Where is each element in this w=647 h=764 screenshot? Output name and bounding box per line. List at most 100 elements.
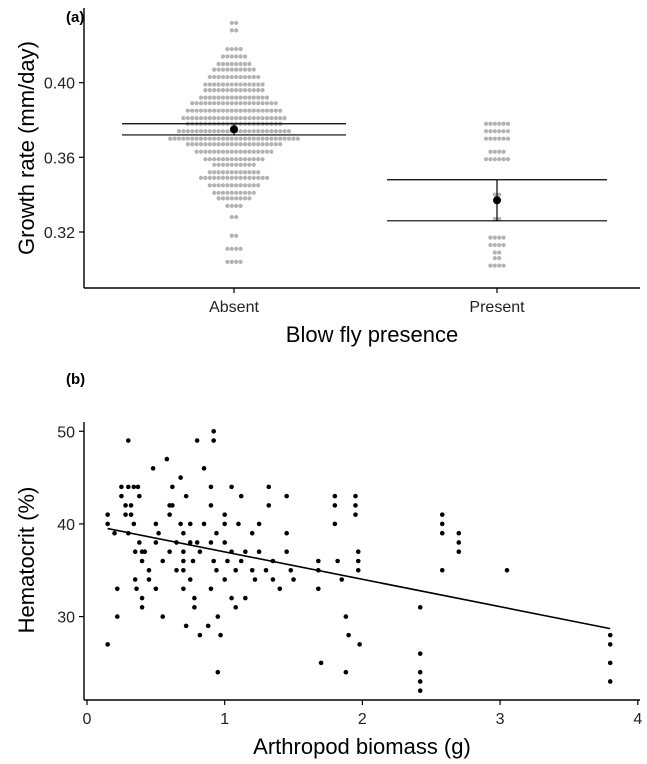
data-point <box>439 512 445 517</box>
data-point <box>225 129 230 134</box>
data-point <box>318 660 324 666</box>
data-point <box>497 136 502 141</box>
data-point <box>497 149 502 154</box>
y-tick-label: 50 <box>57 424 75 441</box>
data-point <box>229 595 234 601</box>
data-point <box>137 540 142 545</box>
data-point <box>216 190 221 195</box>
data-point <box>203 175 208 180</box>
data-point <box>497 263 502 268</box>
data-point <box>207 101 212 106</box>
data-point <box>194 108 199 113</box>
data-point <box>229 190 234 195</box>
data-point <box>238 67 243 72</box>
data-point <box>234 101 239 106</box>
data-point <box>256 88 261 93</box>
data-point <box>225 108 230 113</box>
data-point <box>278 129 283 134</box>
data-point <box>238 259 243 264</box>
data-point <box>207 157 212 162</box>
data-point <box>132 577 138 582</box>
data-point <box>264 149 270 154</box>
data-point <box>277 586 283 592</box>
data-point <box>212 95 217 100</box>
data-point <box>247 175 252 180</box>
data-point <box>504 567 510 573</box>
data-point <box>234 175 239 180</box>
data-point <box>238 246 243 251</box>
data-point <box>339 577 345 582</box>
panel-a-x-axis-title: Blow fly presence <box>286 322 458 347</box>
data-point <box>225 175 230 180</box>
panel-b-y-ticks: 30 40 50 <box>57 424 84 627</box>
data-point <box>238 46 243 52</box>
data-point <box>256 183 261 188</box>
data-point <box>181 558 186 564</box>
data-point <box>417 605 423 610</box>
data-point <box>220 136 226 141</box>
data-point <box>505 129 511 134</box>
data-point <box>214 567 219 573</box>
data-point <box>501 121 506 126</box>
data-point <box>417 688 423 694</box>
data-point <box>497 157 502 162</box>
data-point <box>234 116 239 121</box>
data-point <box>216 82 221 87</box>
data-point <box>251 149 256 154</box>
data-point <box>198 175 204 180</box>
data-point <box>251 88 256 93</box>
data-point <box>260 175 265 180</box>
data-point <box>357 642 362 647</box>
data-point <box>220 88 226 93</box>
data-point <box>332 493 338 499</box>
data-point <box>105 512 110 517</box>
data-point <box>501 136 506 141</box>
data-point <box>247 61 252 67</box>
data-point <box>269 116 274 121</box>
data-point <box>225 101 230 106</box>
panel-a-label: (a) <box>66 9 84 26</box>
data-point <box>238 142 243 147</box>
data-point <box>216 74 221 80</box>
data-point <box>247 82 252 87</box>
data-point <box>251 82 256 87</box>
data-point <box>234 157 239 162</box>
data-point <box>114 586 120 592</box>
data-point <box>207 175 212 180</box>
data-point <box>488 242 493 248</box>
data-point <box>229 101 234 106</box>
data-point <box>212 149 217 154</box>
data-point <box>256 101 261 106</box>
data-point <box>278 136 283 141</box>
data-point <box>256 116 261 121</box>
data-point <box>181 129 186 134</box>
data-point <box>222 512 227 517</box>
data-point <box>256 521 262 527</box>
data-point <box>216 67 221 72</box>
data-point <box>225 558 230 564</box>
data-point <box>242 61 248 67</box>
data-point <box>220 116 226 121</box>
panel-a-means <box>122 123 607 222</box>
data-point <box>234 67 239 72</box>
data-point <box>269 108 274 113</box>
data-point <box>238 54 243 59</box>
data-point <box>183 623 189 629</box>
data-point <box>282 116 287 121</box>
data-point <box>203 108 208 113</box>
data-point <box>225 142 230 147</box>
data-point <box>505 157 511 162</box>
data-point <box>234 214 239 220</box>
data-point <box>229 196 234 201</box>
data-point <box>439 567 445 573</box>
data-point <box>492 192 497 197</box>
data-point <box>238 108 243 113</box>
data-point <box>222 577 227 582</box>
data-point <box>128 503 134 508</box>
data-point <box>174 567 179 573</box>
data-point <box>417 651 423 656</box>
data-point <box>198 136 204 141</box>
data-point <box>212 142 217 147</box>
data-point <box>243 549 248 555</box>
data-point <box>131 521 137 527</box>
